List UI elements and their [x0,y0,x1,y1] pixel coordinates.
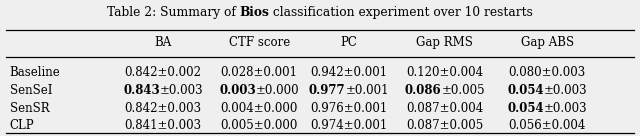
Text: Baseline: Baseline [10,66,60,79]
Text: SenSR: SenSR [10,102,49,115]
Text: Gap ABS: Gap ABS [520,36,574,49]
Text: Bios: Bios [239,6,269,19]
Text: classification experiment over 10 restarts: classification experiment over 10 restar… [269,6,533,19]
Text: 0.028±0.001: 0.028±0.001 [221,66,298,79]
Text: 0.054: 0.054 [507,84,544,97]
Text: 0.080±0.003: 0.080±0.003 [509,66,586,79]
Text: 0.056±0.004: 0.056±0.004 [509,119,586,132]
Text: CTF score: CTF score [228,36,290,49]
Text: 0.005±0.000: 0.005±0.000 [221,119,298,132]
Text: 0.120±0.004: 0.120±0.004 [406,66,483,79]
Text: 0.841±0.003: 0.841±0.003 [125,119,202,132]
Text: ±0.003: ±0.003 [544,84,588,97]
Text: ±0.005: ±0.005 [442,84,485,97]
Text: PC: PC [340,36,357,49]
Text: ±0.003: ±0.003 [160,84,204,97]
Text: 0.087±0.005: 0.087±0.005 [406,119,483,132]
Text: SenSeI: SenSeI [10,84,52,97]
Text: 0.942±0.001: 0.942±0.001 [310,66,387,79]
Text: 0.054: 0.054 [507,102,544,115]
Text: 0.977: 0.977 [308,84,346,97]
Text: 0.086: 0.086 [404,84,442,97]
Text: 0.003: 0.003 [219,84,256,97]
Text: 0.974±0.001: 0.974±0.001 [310,119,387,132]
Text: 0.004±0.000: 0.004±0.000 [221,102,298,115]
Text: CLP: CLP [10,119,34,132]
Text: 0.087±0.004: 0.087±0.004 [406,102,483,115]
Text: 0.842±0.003: 0.842±0.003 [125,102,202,115]
Text: BA: BA [155,36,172,49]
Text: ±0.000: ±0.000 [256,84,300,97]
Text: 0.976±0.001: 0.976±0.001 [310,102,387,115]
Text: 0.843: 0.843 [123,84,160,97]
Text: ±0.001: ±0.001 [346,84,389,97]
Text: Gap RMS: Gap RMS [417,36,473,49]
Text: 0.842±0.002: 0.842±0.002 [125,66,202,79]
Text: ±0.003: ±0.003 [544,102,588,115]
Text: Table 2: Summary of: Table 2: Summary of [107,6,239,19]
